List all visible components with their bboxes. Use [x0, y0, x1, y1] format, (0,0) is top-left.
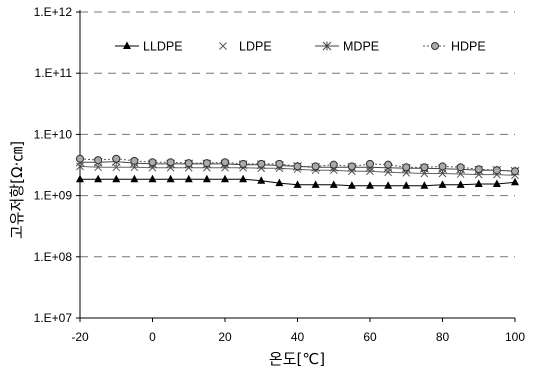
circle-marker — [167, 159, 174, 166]
circle-marker — [493, 167, 500, 174]
legend-label: MDPE — [343, 40, 379, 54]
circle-marker — [240, 160, 247, 167]
x-tick-label: 20 — [218, 330, 232, 344]
x-axis-title: 온도[℃] — [269, 350, 325, 368]
triangle-marker — [384, 181, 392, 189]
triangle-marker — [511, 178, 519, 186]
x-tick-label: 100 — [505, 330, 525, 344]
legend-label: LDPE — [239, 40, 272, 54]
circle-marker — [457, 164, 464, 171]
circle-marker — [95, 157, 102, 164]
triangle-marker — [420, 181, 428, 189]
triangle-marker — [76, 175, 84, 183]
x-tick-label: -20 — [71, 330, 89, 344]
circle-marker — [131, 157, 138, 164]
triangle-marker — [221, 175, 229, 183]
triangle-marker — [348, 181, 356, 189]
circle-marker — [432, 43, 439, 50]
triangle-marker — [475, 179, 483, 187]
triangle-marker — [94, 175, 102, 183]
circle-marker — [330, 161, 337, 168]
y-tick-labels: 1.E+07 1.E+08 1.E+09 1.E+10 1.E+11 1.E+12 — [34, 5, 73, 325]
triangle-marker — [123, 42, 131, 50]
legend-item-ldpe: LDPE — [220, 40, 272, 54]
triangle-marker — [112, 175, 120, 183]
circle-marker — [348, 163, 355, 170]
triangle-marker — [457, 180, 465, 188]
circle-marker — [512, 168, 519, 175]
circle-marker — [439, 163, 446, 170]
y-tick-label: 1.E+11 — [35, 66, 73, 80]
triangle-marker — [185, 175, 193, 183]
triangle-marker — [203, 175, 211, 183]
series-layer — [76, 155, 519, 188]
triangle-marker — [439, 180, 447, 188]
legend-label: HDPE — [451, 40, 486, 54]
circle-marker — [222, 159, 229, 166]
circle-marker — [421, 164, 428, 171]
circle-marker — [258, 160, 265, 167]
legend: LLDPE LDPE MDPE HDPE — [115, 40, 486, 54]
series-hdpe — [77, 155, 519, 174]
triangle-marker — [493, 179, 501, 187]
legend-item-hdpe: HDPE — [423, 40, 486, 54]
x-tick-labels: -20 0 20 40 60 80 100 — [71, 330, 525, 344]
circle-marker — [185, 160, 192, 167]
triangle-marker — [402, 181, 410, 189]
circle-marker — [77, 155, 84, 162]
y-tick-label: 1.E+12 — [34, 5, 73, 19]
triangle-marker — [330, 180, 338, 188]
circle-marker — [113, 155, 120, 162]
legend-label: LLDPE — [143, 40, 183, 54]
circle-marker — [294, 163, 301, 170]
circle-marker — [149, 159, 156, 166]
triangle-marker — [167, 175, 175, 183]
circle-marker — [276, 160, 283, 167]
series-lldpe — [76, 175, 519, 189]
y-tick-label: 1.E+08 — [34, 250, 73, 264]
y-tick-label: 1.E+09 — [34, 189, 73, 203]
circle-marker — [475, 166, 482, 173]
x-tick-label: 0 — [149, 330, 156, 344]
triangle-marker — [239, 175, 247, 183]
y-tick-label: 1.E+10 — [34, 127, 73, 141]
circle-marker — [312, 163, 319, 170]
y-axis-title: 고유저항[Ω·㎝] — [8, 141, 26, 239]
x-tick-label: 40 — [291, 330, 305, 344]
circle-marker — [385, 161, 392, 168]
x-tick-label: 80 — [436, 330, 450, 344]
circle-marker — [403, 164, 410, 171]
y-tick-label: 1.E+07 — [34, 311, 73, 325]
triangle-marker — [149, 175, 157, 183]
circle-marker — [203, 160, 210, 167]
triangle-marker — [130, 175, 138, 183]
triangle-marker — [312, 180, 320, 188]
x-marker — [220, 43, 227, 50]
x-tick-label: 60 — [363, 330, 377, 344]
circle-marker — [367, 160, 374, 167]
triangle-marker — [366, 181, 374, 189]
legend-item-lldpe: LLDPE — [115, 40, 183, 54]
legend-item-mdpe: MDPE — [315, 40, 379, 54]
